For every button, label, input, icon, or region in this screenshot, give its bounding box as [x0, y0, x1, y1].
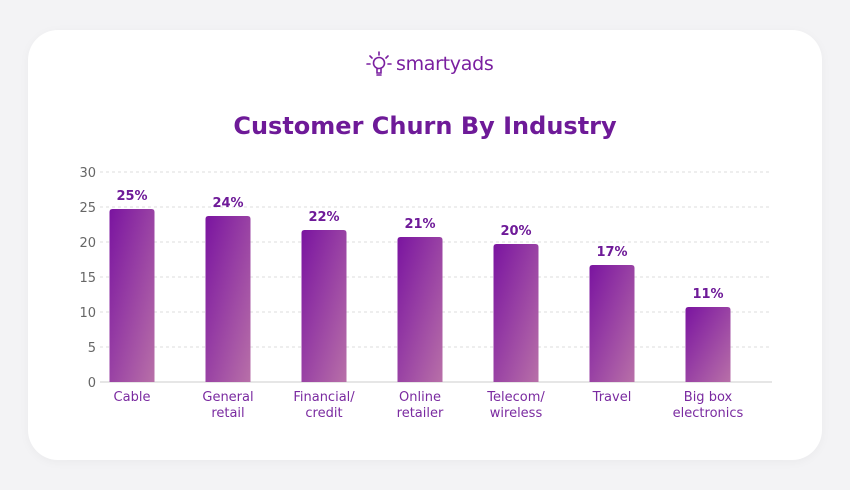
bar	[205, 216, 251, 382]
data-label: 25%	[116, 189, 147, 204]
brand-name: smartyads	[396, 53, 494, 75]
x-tick-label: Big box	[684, 390, 733, 405]
x-tick-label: retailer	[397, 406, 444, 421]
lightbulb-icon	[366, 51, 392, 76]
x-tick-label: Cable	[114, 390, 151, 405]
x-tick-label: retail	[211, 406, 244, 421]
y-tick-label: 0	[88, 376, 96, 391]
data-label: 24%	[212, 196, 243, 211]
brand-logo: smartyads	[366, 50, 494, 78]
y-tick-label: 15	[79, 271, 96, 286]
bar	[589, 265, 635, 382]
x-tick-label: Financial/	[293, 390, 355, 405]
x-tick-label: Online	[399, 390, 441, 405]
y-tick-label: 5	[88, 341, 96, 356]
bar	[493, 244, 539, 382]
y-tick-label: 30	[79, 166, 96, 181]
x-tick-label: credit	[305, 406, 342, 421]
x-tick-label: Telecom/	[486, 390, 545, 405]
data-label: 17%	[596, 245, 627, 260]
data-label: 21%	[404, 217, 435, 232]
y-tick-label: 20	[79, 236, 96, 251]
x-tick-label: wireless	[490, 406, 543, 421]
chart-title: Customer Churn By Industry	[233, 112, 617, 140]
x-tick-label: electronics	[673, 406, 744, 421]
bar	[301, 230, 347, 382]
y-tick-label: 25	[79, 201, 96, 216]
data-label: 22%	[308, 210, 339, 225]
data-label: 20%	[500, 224, 531, 239]
bar	[109, 209, 155, 382]
y-tick-label: 10	[79, 306, 96, 321]
bar	[685, 307, 731, 382]
data-label: 11%	[692, 287, 723, 302]
bar	[397, 237, 443, 382]
x-tick-label: General	[202, 390, 253, 405]
x-tick-label: Travel	[592, 390, 632, 405]
